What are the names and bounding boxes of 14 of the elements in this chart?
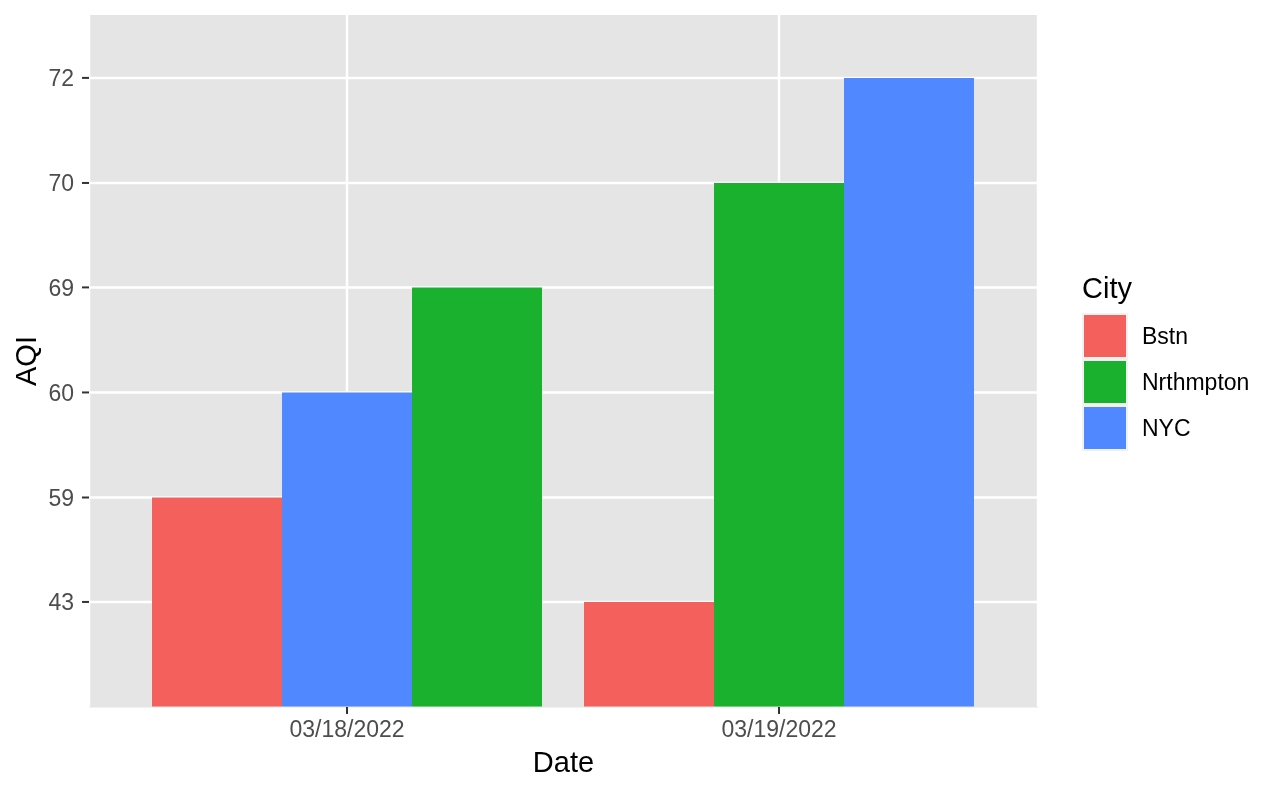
- text: 59: [48, 484, 74, 511]
- text: 72: [48, 65, 74, 92]
- x-axis-title: Date: [532, 746, 595, 778]
- text: 43: [48, 589, 74, 616]
- legend-label: Bstn: [1142, 322, 1189, 350]
- text: 60: [48, 379, 74, 406]
- text: 69: [48, 274, 74, 301]
- legend-label: Nrthmpton: [1142, 368, 1250, 396]
- x-tick-label: 03/19/2022: [721, 716, 837, 743]
- text: 70: [48, 170, 74, 197]
- legend-title: City: [1082, 271, 1132, 305]
- y-axis-title: AQI: [10, 336, 42, 386]
- legend-label: NYC: [1142, 414, 1191, 442]
- x-tick-label: 03/18/2022: [289, 716, 405, 743]
